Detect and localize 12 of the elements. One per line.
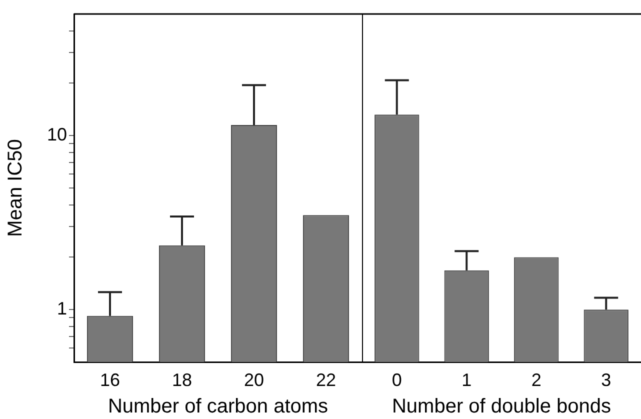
x-tick-label: 22: [316, 370, 336, 390]
x-tick-label: 3: [601, 370, 612, 390]
x-axis-title: Number of double bonds: [392, 396, 612, 418]
x-tick-label: 1: [462, 370, 472, 390]
y-tick-label: 10: [46, 124, 67, 145]
x-tick-label: 20: [244, 370, 264, 390]
x-tick-label: 18: [172, 370, 192, 390]
x-tick-label: 0: [392, 370, 402, 390]
x-axis-title: Number of carbon atoms: [108, 396, 328, 418]
x-tick-label: 16: [100, 370, 120, 390]
x-tick-label: 2: [531, 370, 542, 390]
y-axis-title: Mean IC50: [4, 139, 27, 237]
